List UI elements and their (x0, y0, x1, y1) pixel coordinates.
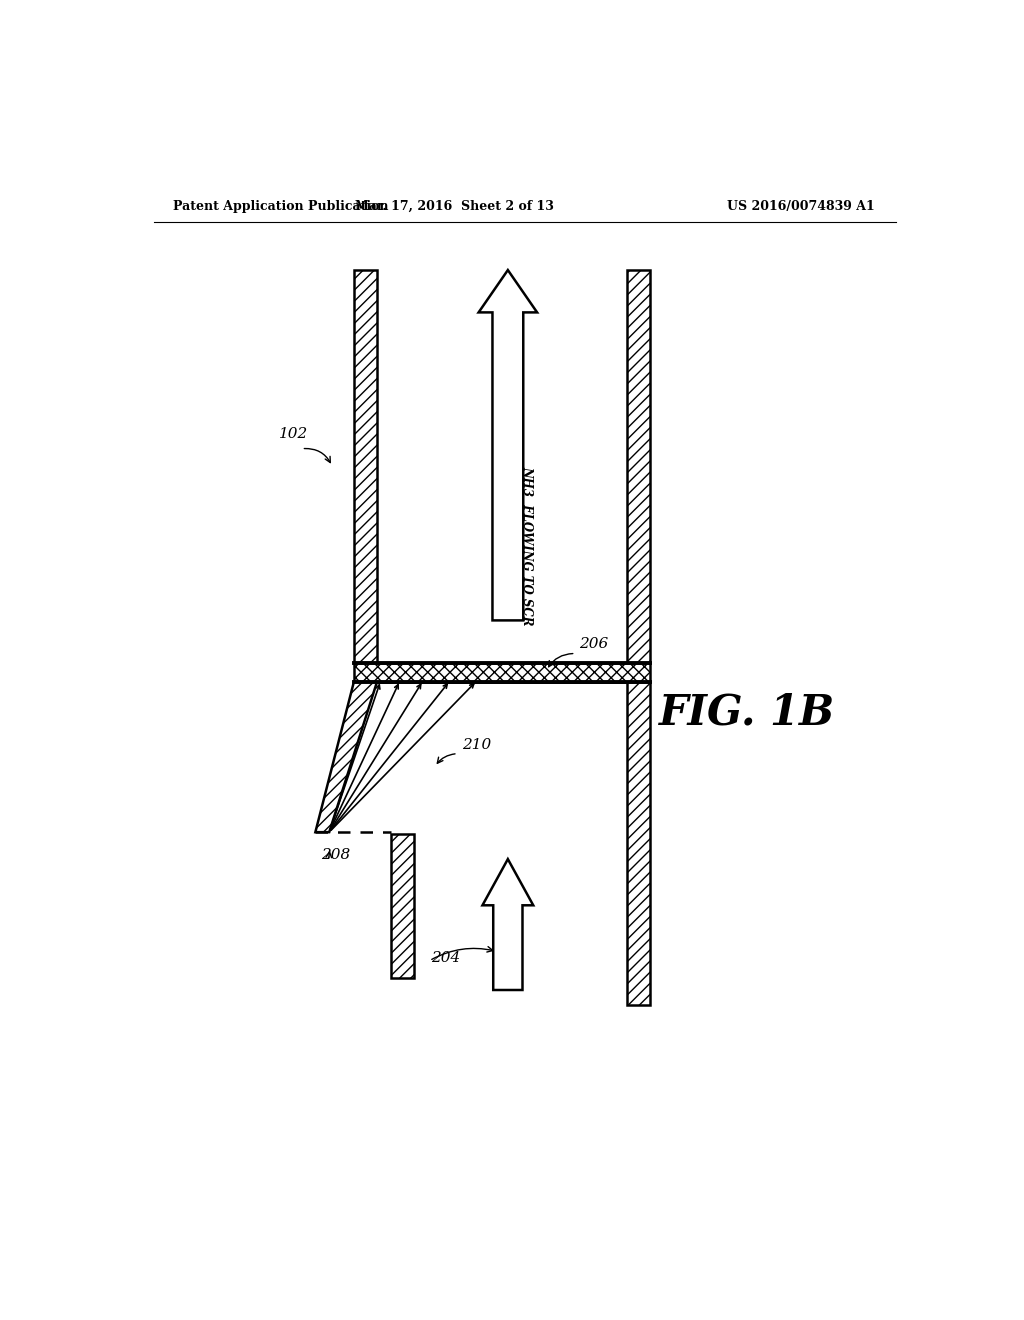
Polygon shape (315, 682, 377, 832)
FancyArrowPatch shape (326, 851, 332, 858)
Text: 102: 102 (280, 428, 308, 441)
Text: 208: 208 (322, 849, 351, 862)
Text: Patent Application Publication: Patent Application Publication (173, 199, 388, 213)
Text: Mar. 17, 2016  Sheet 2 of 13: Mar. 17, 2016 Sheet 2 of 13 (354, 199, 553, 213)
Polygon shape (391, 834, 414, 978)
FancyArrowPatch shape (437, 754, 455, 763)
Text: FIG. 1B: FIG. 1B (658, 692, 835, 734)
FancyArrowPatch shape (432, 946, 493, 960)
Polygon shape (628, 682, 650, 1006)
FancyArrowPatch shape (549, 653, 572, 667)
Text: 206: 206 (580, 636, 608, 651)
Text: US 2016/0074839 A1: US 2016/0074839 A1 (727, 199, 874, 213)
Polygon shape (354, 271, 377, 663)
Polygon shape (478, 271, 538, 620)
FancyArrowPatch shape (304, 449, 331, 462)
Polygon shape (628, 271, 650, 663)
Text: 210: 210 (462, 738, 490, 752)
Text: 204: 204 (431, 950, 460, 965)
Text: NH3  FLOWING TO SCR: NH3 FLOWING TO SCR (520, 466, 534, 626)
Polygon shape (482, 859, 534, 990)
Polygon shape (354, 663, 650, 682)
